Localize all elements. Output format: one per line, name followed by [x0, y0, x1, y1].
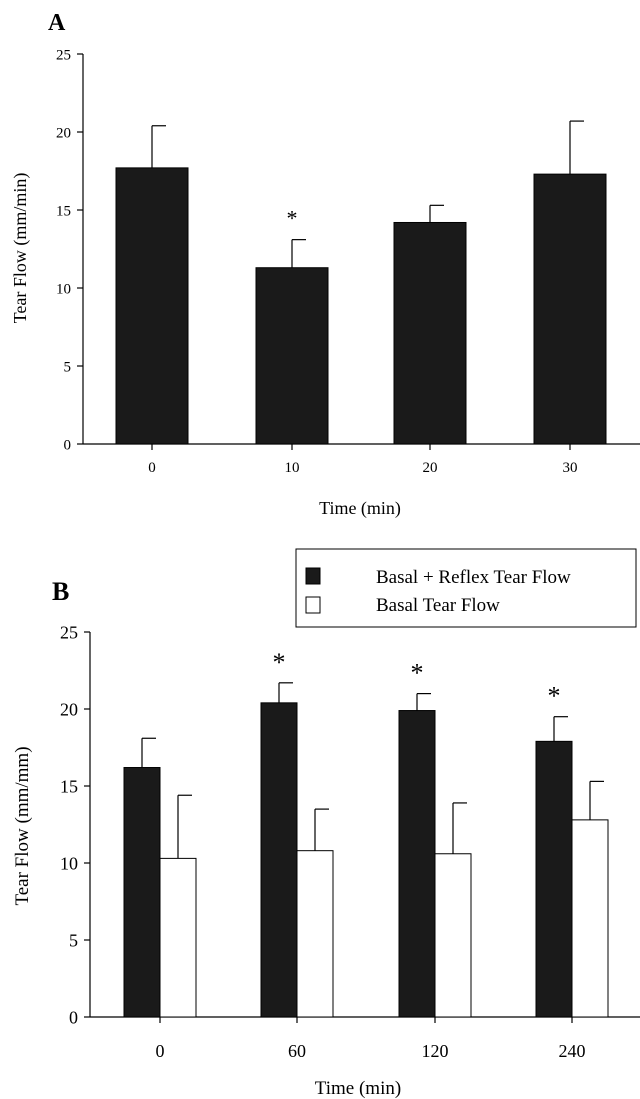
x-tick-label: 30 [563, 460, 578, 476]
x-tick-label: 20 [423, 460, 438, 476]
y-tick-label: 5 [69, 930, 78, 950]
bar [572, 820, 608, 1017]
x-tick-label: 60 [288, 1041, 306, 1061]
y-tick-label: 15 [60, 776, 78, 796]
bar [256, 268, 328, 444]
bar [297, 851, 333, 1017]
x-tick-label: 10 [285, 460, 300, 476]
y-tick-label: 10 [56, 281, 71, 297]
y-tick-label: 0 [64, 437, 72, 453]
legend-label: Basal + Reflex Tear Flow [376, 567, 571, 588]
bar [116, 168, 188, 444]
x-tick-label: 120 [422, 1041, 449, 1061]
y-tick-label: 5 [64, 359, 72, 375]
significance-marker: * [287, 206, 298, 231]
bar [534, 174, 606, 444]
bar [399, 711, 435, 1017]
bar [536, 741, 572, 1017]
legend-label: Basal Tear Flow [376, 595, 500, 616]
legend: Basal + Reflex Tear Flow Basal Tear Flow [296, 549, 636, 627]
x-tick-label: 0 [148, 460, 156, 476]
y-tick-label: 15 [56, 203, 71, 219]
y-tick-label: 20 [56, 125, 71, 141]
y-tick-label: 0 [69, 1007, 78, 1027]
panel-label: B [52, 577, 69, 606]
bar [160, 858, 196, 1017]
bar [261, 703, 297, 1017]
legend-swatch [306, 597, 320, 613]
bar [394, 222, 466, 444]
y-tick-label: 10 [60, 853, 78, 873]
panel-label: A [48, 10, 66, 36]
chart-panel-a: A 0 5 10 15 20 25 0 10 20 30 * Time (min) Tear Flow (… [10, 10, 640, 519]
bar [124, 768, 160, 1017]
y-axis-label: Tear Flow (mm/mm) [12, 746, 33, 905]
x-tick-label: 0 [156, 1041, 165, 1061]
y-axis-label: Tear Flow (mm/min) [10, 173, 31, 324]
bar [435, 854, 471, 1017]
chart-panel-b: B 0 5 10 15 20 25 0 60 120 240 * * * Time (min) Tear Fl… [12, 549, 640, 1099]
legend-swatch [306, 568, 320, 584]
significance-marker: * [548, 682, 561, 711]
y-tick-label: 25 [56, 47, 71, 63]
significance-marker: * [411, 659, 424, 688]
y-tick-label: 20 [60, 699, 78, 719]
y-tick-label: 25 [60, 622, 78, 642]
significance-marker: * [273, 648, 286, 677]
x-axis-label: Time (min) [315, 1078, 401, 1099]
x-axis-label: Time (min) [319, 498, 401, 519]
x-tick-label: 240 [559, 1041, 586, 1061]
